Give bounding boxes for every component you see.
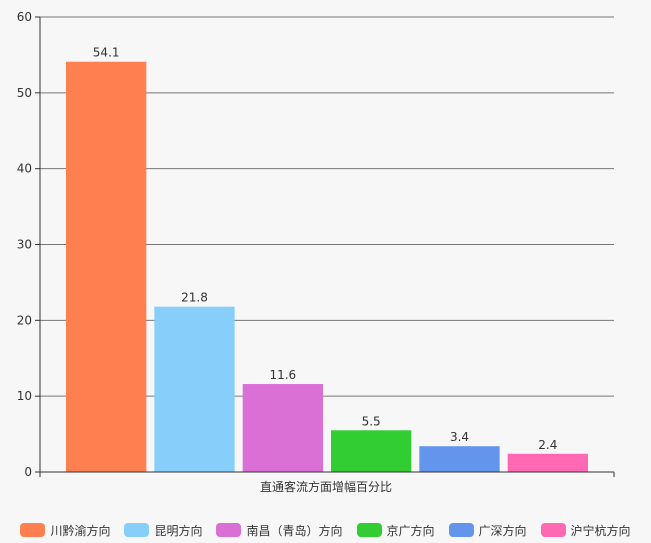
- y-tick-label: 40: [17, 162, 32, 176]
- bar-1: [66, 61, 147, 472]
- axes: 0 10 20 30 40 50 60: [17, 10, 615, 479]
- y-tick-label: 10: [17, 389, 32, 403]
- data-label-1: 54.1: [93, 46, 120, 60]
- legend-label: 广深方向: [478, 523, 527, 538]
- legend-label: 沪宁杭方向: [570, 523, 631, 538]
- legend-label: 南昌（青岛）方向: [246, 523, 343, 538]
- data-label-3: 11.6: [269, 368, 296, 382]
- legend-item-6[interactable]: 沪宁杭方向: [540, 522, 631, 539]
- legend-item-5[interactable]: 广深方向: [448, 522, 527, 539]
- legend-item-3[interactable]: 南昌（青岛）方向: [216, 522, 343, 539]
- bar-6: [507, 453, 588, 472]
- y-tick-label: 60: [17, 10, 32, 24]
- legend-item-2[interactable]: 昆明方向: [124, 522, 202, 539]
- legend-label: 昆明方向: [154, 523, 203, 538]
- legend: 川黔渝方向 昆明方向 南昌（青岛）方向 京广方向 广深方向 沪宁杭方向: [0, 520, 651, 540]
- legend-label: 川黔渝方向: [50, 523, 111, 538]
- bar-4: [331, 430, 412, 472]
- y-tick-label: 0: [24, 465, 32, 479]
- legend-item-4[interactable]: 京广方向: [356, 522, 435, 539]
- x-axis-title: 直通客流方面增幅百分比: [260, 479, 392, 494]
- data-label-2: 21.8: [181, 291, 208, 305]
- legend-swatch: [216, 523, 242, 537]
- legend-swatch: [448, 523, 474, 537]
- legend-swatch: [124, 523, 150, 537]
- bar-3: [242, 384, 323, 472]
- bar-2: [154, 306, 235, 472]
- legend-swatch: [356, 523, 382, 537]
- data-label-6: 2.4: [538, 438, 557, 452]
- data-label-5: 3.4: [450, 430, 469, 444]
- y-tick-label: 30: [17, 238, 32, 252]
- bars: 54.1 21.8 11.6 5.5 3.4 2.4: [66, 46, 588, 472]
- legend-label: 京广方向: [386, 523, 435, 538]
- y-tick-label: 20: [17, 313, 32, 327]
- bar-5: [419, 446, 500, 472]
- data-label-4: 5.5: [362, 414, 381, 428]
- legend-swatch: [20, 523, 46, 537]
- legend-swatch: [540, 523, 566, 537]
- legend-item-1[interactable]: 川黔渝方向: [20, 522, 110, 539]
- y-tick-label: 50: [17, 86, 32, 100]
